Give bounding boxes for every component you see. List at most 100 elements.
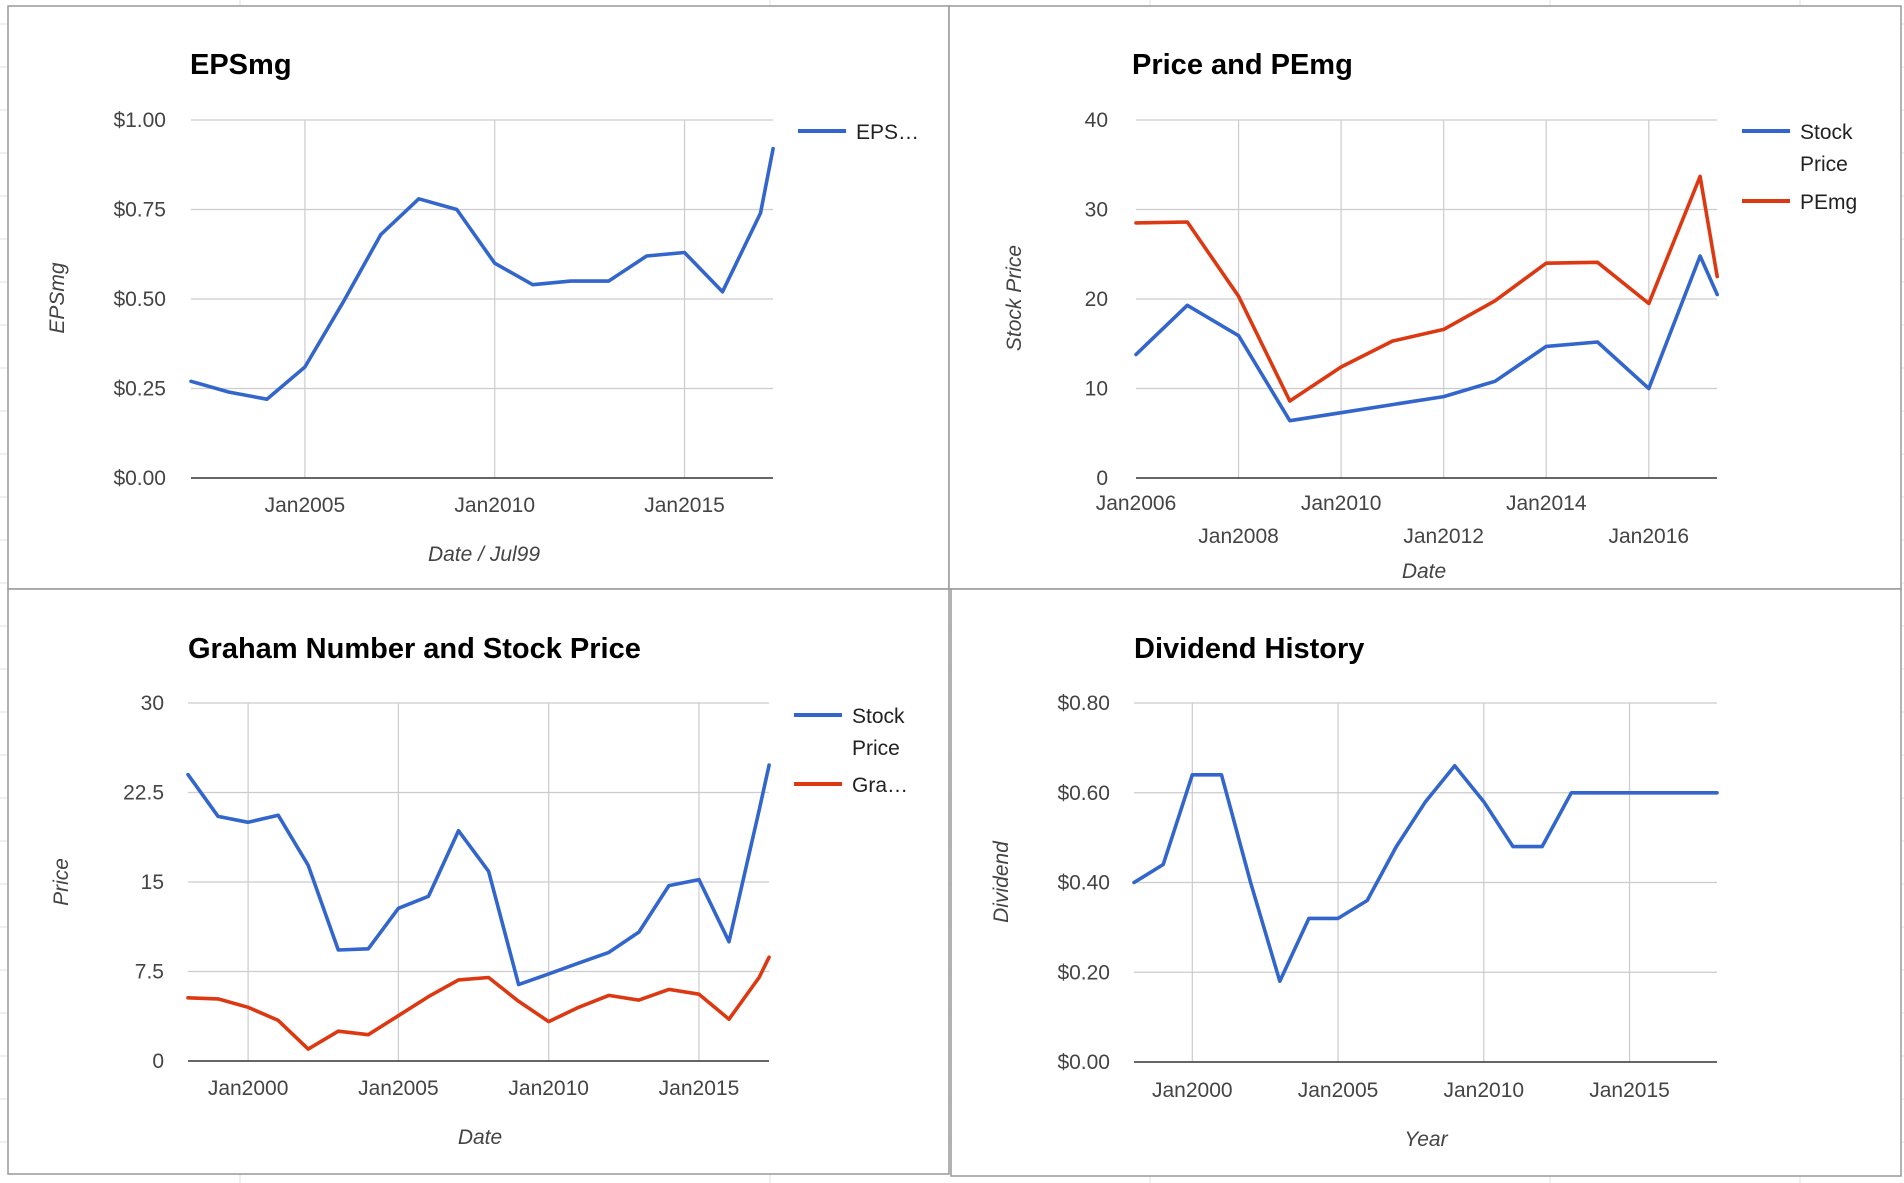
data-point[interactable]	[1657, 791, 1661, 795]
data-point[interactable]	[1598, 791, 1602, 795]
data-point[interactable]	[577, 1005, 581, 1009]
data-point[interactable]	[1423, 800, 1427, 804]
data-point[interactable]	[486, 869, 490, 873]
data-point[interactable]	[1219, 773, 1223, 777]
data-point[interactable]	[1595, 260, 1599, 264]
data-point[interactable]	[1390, 339, 1394, 343]
data-point[interactable]	[1248, 880, 1252, 884]
data-point[interactable]	[1288, 419, 1292, 423]
data-point[interactable]	[1493, 379, 1497, 383]
data-point[interactable]	[1339, 411, 1343, 415]
data-point[interactable]	[767, 955, 771, 959]
data-point[interactable]	[455, 207, 459, 211]
data-point[interactable]	[186, 996, 190, 1000]
data-point[interactable]	[1647, 301, 1651, 305]
data-point[interactable]	[1185, 220, 1189, 224]
data-point[interactable]	[1390, 402, 1394, 406]
data-point[interactable]	[417, 197, 421, 201]
data-point[interactable]	[366, 947, 370, 951]
graham-chart-panel[interactable]: Graham Number and Stock Price Price Date…	[7, 588, 950, 1175]
data-point[interactable]	[1647, 386, 1651, 390]
data-point[interactable]	[697, 877, 701, 881]
data-point[interactable]	[426, 994, 430, 998]
data-point[interactable]	[1540, 844, 1544, 848]
data-point[interactable]	[607, 993, 611, 997]
data-point[interactable]	[531, 283, 535, 287]
series-line-eps[interactable]	[189, 146, 775, 401]
data-point[interactable]	[456, 978, 460, 982]
eps-chart-panel[interactable]: EPSmg EPSmg Date / Jul99 $0.00 $0.25 $0.50…	[7, 5, 950, 590]
data-point[interactable]	[1288, 399, 1292, 403]
data-point[interactable]	[667, 883, 671, 887]
series-line-pemg[interactable]	[1134, 174, 1719, 403]
data-point[interactable]	[227, 390, 231, 394]
data-point[interactable]	[216, 814, 220, 818]
data-point[interactable]	[667, 987, 671, 991]
data-point[interactable]	[306, 863, 310, 867]
data-point[interactable]	[306, 1047, 310, 1051]
data-point[interactable]	[336, 1029, 340, 1033]
data-point[interactable]	[1365, 898, 1369, 902]
data-point[interactable]	[456, 829, 460, 833]
data-point[interactable]	[767, 763, 771, 767]
data-point[interactable]	[1134, 352, 1138, 356]
data-point[interactable]	[1442, 327, 1446, 331]
data-point[interactable]	[682, 250, 686, 254]
data-point[interactable]	[1569, 791, 1573, 795]
data-point[interactable]	[757, 808, 761, 812]
data-point[interactable]	[1544, 344, 1548, 348]
data-point[interactable]	[426, 894, 430, 898]
data-point[interactable]	[1686, 791, 1690, 795]
data-point[interactable]	[1698, 254, 1702, 258]
data-point[interactable]	[276, 813, 280, 817]
data-point[interactable]	[1595, 340, 1599, 344]
data-point[interactable]	[727, 1017, 731, 1021]
data-point[interactable]	[1715, 274, 1719, 278]
data-point[interactable]	[697, 992, 701, 996]
data-point[interactable]	[1511, 844, 1515, 848]
data-point[interactable]	[1698, 174, 1702, 178]
data-point[interactable]	[1544, 261, 1548, 265]
data-point[interactable]	[727, 940, 731, 944]
data-point[interactable]	[644, 254, 648, 258]
data-point[interactable]	[547, 1019, 551, 1023]
data-point[interactable]	[1715, 292, 1719, 296]
data-point[interactable]	[1493, 299, 1497, 303]
data-point[interactable]	[1627, 791, 1631, 795]
data-point[interactable]	[246, 1005, 250, 1009]
data-point[interactable]	[186, 772, 190, 776]
data-point[interactable]	[758, 211, 762, 215]
series-line-gra[interactable]	[186, 955, 771, 1051]
series-line-stock-price[interactable]	[1134, 254, 1719, 423]
price-pe-chart-panel[interactable]: Price and PEmg Stock Price Date 0 10 20 30 4…	[948, 5, 1902, 590]
dividend-chart-panel[interactable]: Dividend History Dividend Year $0.00 $0.2…	[950, 588, 1902, 1177]
data-point[interactable]	[486, 975, 490, 979]
data-point[interactable]	[577, 961, 581, 965]
data-point[interactable]	[1185, 303, 1189, 307]
data-point[interactable]	[1278, 979, 1282, 983]
data-point[interactable]	[516, 999, 520, 1003]
data-point[interactable]	[606, 279, 610, 283]
data-point[interactable]	[276, 1018, 280, 1022]
data-point[interactable]	[1336, 916, 1340, 920]
data-point[interactable]	[1307, 916, 1311, 920]
data-point[interactable]	[568, 279, 572, 283]
data-point[interactable]	[1132, 880, 1136, 884]
data-point[interactable]	[771, 146, 775, 150]
data-point[interactable]	[1394, 844, 1398, 848]
data-point[interactable]	[396, 1014, 400, 1018]
data-point[interactable]	[341, 300, 345, 304]
data-point[interactable]	[1442, 394, 1446, 398]
series-line-series[interactable]	[1132, 764, 1719, 983]
data-point[interactable]	[516, 982, 520, 986]
data-point[interactable]	[1715, 791, 1719, 795]
data-point[interactable]	[379, 232, 383, 236]
data-point[interactable]	[265, 397, 269, 401]
data-point[interactable]	[1482, 800, 1486, 804]
data-point[interactable]	[366, 1033, 370, 1037]
data-point[interactable]	[246, 820, 250, 824]
data-point[interactable]	[189, 379, 193, 383]
data-point[interactable]	[637, 930, 641, 934]
data-point[interactable]	[216, 997, 220, 1001]
data-point[interactable]	[757, 975, 761, 979]
